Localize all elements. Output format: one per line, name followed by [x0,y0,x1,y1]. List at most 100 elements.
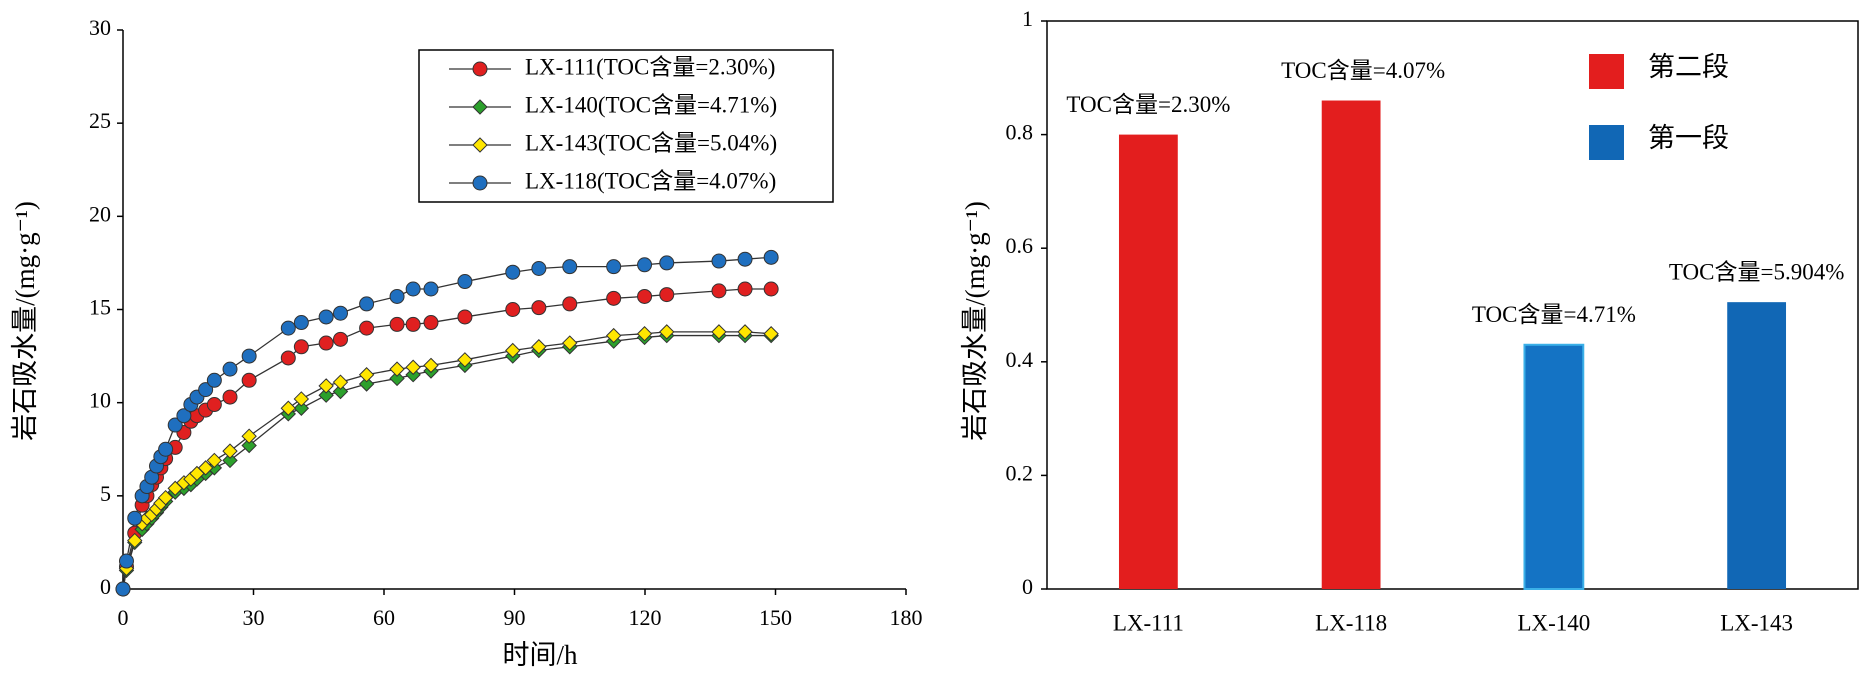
data-point [659,255,675,271]
legend-marker [472,99,488,115]
data-point [158,441,174,457]
x-tick-label: LX-118 [1315,610,1387,635]
data-point [457,309,473,325]
bar [1727,302,1787,589]
series-line [122,334,772,590]
data-point [711,283,727,299]
bar [1118,134,1178,589]
bar [1523,343,1585,591]
legend-label: LX-140(TOC含量=4.71%) [525,92,777,117]
series-line [122,288,772,590]
data-point [531,261,547,277]
data-point [332,374,349,390]
data-point [711,324,727,340]
y-tick-label: 1 [1022,6,1033,31]
legend-label: LX-111(TOC含量=2.30%) [525,54,775,79]
data-point [711,253,727,269]
data-point [167,417,183,433]
data-point [659,287,675,303]
data-point [562,296,578,312]
data-point [606,290,622,306]
data-point [222,443,238,459]
data-point [222,389,238,405]
y-axis-label: 岩石吸水量/(mg·g⁻¹) [10,201,40,441]
y-tick-label: 0.4 [1006,347,1034,372]
y-tick-label: 5 [100,481,111,506]
data-point [280,350,296,366]
data-point [605,327,622,344]
data-point [562,259,578,275]
data-point [423,357,439,374]
x-tick-label: 120 [629,605,662,630]
data-point [206,372,222,388]
y-tick-label: 0.8 [1006,120,1034,145]
data-point [636,326,653,342]
data-point [659,324,675,340]
data-point [637,257,653,273]
data-point [318,378,334,394]
data-point [359,296,375,312]
bar-annotation: TOC含量=4.07% [1281,58,1445,83]
data-point [222,452,238,469]
data-point [241,372,257,388]
x-tick-label: 0 [118,605,129,630]
data-point [423,315,439,331]
data-point [637,288,653,304]
data-point [763,249,779,265]
data-point [115,581,131,597]
y-tick-label: 30 [89,15,111,40]
data-point [241,348,257,364]
x-tick-label: LX-143 [1720,610,1793,635]
data-point [197,460,214,476]
data-point [318,387,334,403]
data-point [127,510,143,526]
bar [1321,100,1381,590]
data-point [531,339,547,355]
data-point [333,305,348,321]
y-tick-label: 0 [1022,574,1033,599]
x-tick-label: 60 [373,605,395,630]
legend-marker [472,137,488,153]
y-axis-label: 岩石吸水量/(mg·g⁻¹) [960,201,990,441]
y-tick-label: 0 [100,574,111,599]
data-point [562,335,578,351]
data-point [358,376,375,392]
bar-annotation: TOC含量=2.30% [1066,92,1230,117]
data-point [423,281,439,297]
data-point [505,342,521,359]
bar-annotation: TOC含量=5.904% [1669,259,1844,284]
data-point [763,326,779,342]
data-point [318,335,334,351]
data-point [222,361,238,377]
data-point [206,452,223,469]
data-point [280,400,297,416]
y-tick-label: 10 [89,388,111,413]
legend-swatch [1589,125,1624,160]
data-point [206,397,222,413]
data-point [505,302,521,317]
data-point [293,391,310,407]
data-point [293,339,309,355]
data-point [389,288,405,304]
data-point [405,359,421,375]
data-point [763,281,779,297]
legend-marker [472,175,488,191]
data-point [358,367,375,383]
data-point [737,324,753,340]
legend-box [418,49,834,203]
data-point [359,320,375,336]
data-point [118,553,134,569]
legend-label: 第二段 [1648,52,1729,82]
x-axis-label: 时间/h [502,640,578,670]
data-point [293,400,310,416]
data-point [606,259,622,275]
data-point [389,370,405,387]
data-point [505,264,521,280]
data-point [389,361,405,377]
data-point [531,300,547,316]
x-tick-label: LX-140 [1517,610,1590,635]
data-point [405,281,421,297]
y-tick-label: 0.6 [1006,233,1034,258]
x-tick-label: 150 [759,605,792,630]
plot-frame [1046,20,1859,590]
